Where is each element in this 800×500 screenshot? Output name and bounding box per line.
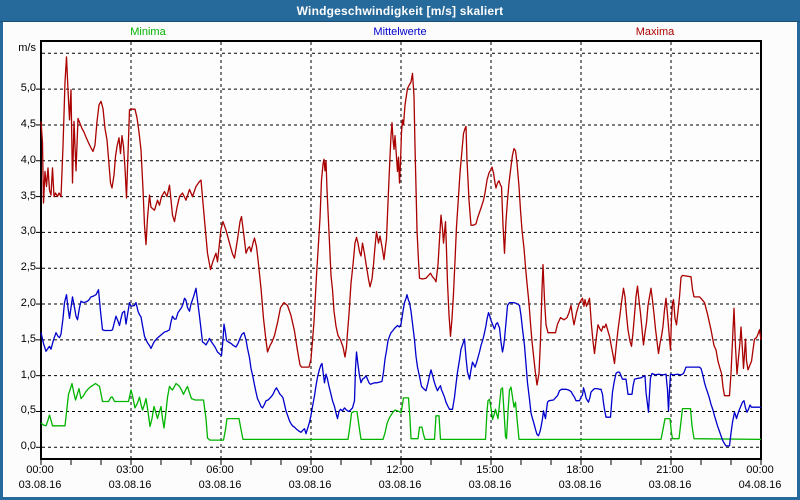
x-tick-date-label: 03.08.16 — [18, 479, 62, 491]
x-tick-time-label: 00:00 — [26, 464, 54, 476]
x-tick-date-label: 03.08.16 — [558, 479, 602, 491]
x-tick-time-label: 06:00 — [206, 464, 234, 476]
y-tick-label: 0,0 — [20, 440, 36, 453]
y-tick-label: 1,5 — [20, 332, 36, 345]
window-title: Windgeschwindigkeit [m/s] skaliert — [296, 3, 504, 18]
x-tick-date-label: 03.08.16 — [648, 479, 692, 491]
x-tick-date-label: 04.08.16 — [738, 479, 782, 491]
legend-label-minima: Minima — [130, 26, 166, 38]
series-line-mittelwerte — [40, 287, 761, 447]
x-tick-time-label: 03:00 — [116, 464, 144, 476]
x-tick-time-label: 00:00 — [746, 464, 774, 476]
frame-border-bottom — [0, 497, 800, 500]
x-tick-date-label: 03.08.16 — [108, 479, 152, 491]
y-tick-label: 3,5 — [20, 189, 36, 202]
series-line-maxima — [40, 56, 762, 397]
frame-border-left — [0, 22, 3, 500]
frame-border-right — [797, 22, 800, 500]
x-tick-time-label: 21:00 — [656, 464, 684, 476]
x-tick-time-label: 15:00 — [476, 464, 504, 476]
y-tick-label: 0,5 — [20, 404, 36, 417]
y-tick-label: 2,5 — [20, 261, 36, 274]
y-tick-label: 3,0 — [20, 225, 36, 238]
x-tick-date-label: 03.08.16 — [468, 479, 512, 491]
x-tick-time-label: 09:00 — [296, 464, 324, 476]
series-line-minima — [40, 382, 762, 441]
plot-area — [36, 40, 762, 465]
x-tick-date-label: 03.08.16 — [198, 479, 242, 491]
x-tick-date-label: 03.08.16 — [288, 479, 332, 491]
x-tick-date-label: 03.08.16 — [378, 479, 422, 491]
y-tick-label: 2,0 — [20, 297, 36, 310]
window-title-bar: Windgeschwindigkeit [m/s] skaliert — [0, 0, 800, 22]
x-tick-time-label: 12:00 — [386, 464, 414, 476]
axis-ticks — [36, 88, 762, 465]
x-tick-time-label: 18:00 — [566, 464, 594, 476]
legend-label-maxima: Maxima — [635, 26, 675, 38]
y-axis-unit-label: m/s — [18, 42, 36, 54]
y-tick-label: 5,0 — [20, 82, 36, 95]
y-tick-label: 1,0 — [20, 368, 36, 381]
legend-label-mittelwerte: Mittelwerte — [373, 26, 427, 38]
y-tick-label: 4,0 — [20, 153, 36, 166]
y-tick-label: 4,5 — [20, 117, 36, 130]
